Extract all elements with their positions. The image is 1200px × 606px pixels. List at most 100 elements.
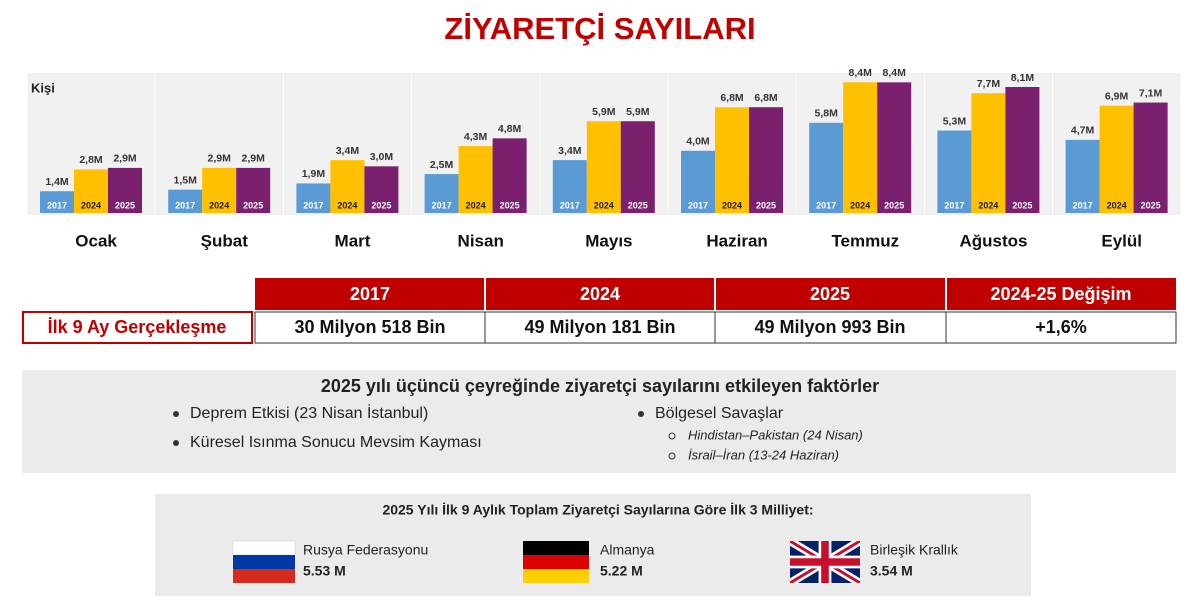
bar [74, 169, 108, 213]
value-label: 4,0M [686, 136, 710, 148]
value-label: 2,9M [208, 153, 232, 165]
factors-box: 2025 yılı üçüncü çeyreğinde ziyaretçi sa… [22, 370, 1176, 473]
x-tick-label: Mart [335, 231, 371, 250]
series-label: 2025 [115, 200, 135, 210]
nationality-value: 5.22 M [600, 563, 643, 579]
table-cell: 49 Milyon 993 Bin [754, 317, 905, 337]
series-label: 2017 [47, 200, 67, 210]
value-label: 8,4M [849, 67, 873, 79]
series-label: 2024 [1107, 200, 1127, 210]
bar [971, 93, 1006, 213]
value-label: 7,7M [977, 78, 1001, 90]
value-label: 3,0M [370, 151, 394, 163]
bar [424, 174, 459, 213]
series-label: 2024 [337, 200, 357, 210]
value-label: 5,8M [815, 108, 839, 120]
table-header: 2024 [580, 284, 620, 304]
bar [843, 82, 878, 213]
bar [809, 122, 844, 213]
series-label: 2024 [722, 200, 742, 210]
nationalities-title: 2025 Yılı İlk 9 Aylık Toplam Ziyaretçi S… [382, 502, 813, 518]
bar [492, 138, 527, 213]
bar [330, 160, 365, 213]
table-header: 2024-25 Değişim [990, 284, 1131, 304]
bar [40, 191, 74, 213]
nationalities-box: 2025 Yılı İlk 9 Aylık Toplam Ziyaretçi S… [155, 494, 1031, 596]
series-label: 2025 [756, 200, 776, 210]
flag-uk [790, 541, 860, 583]
value-label: 5,9M [592, 106, 616, 118]
value-label: 2,5M [430, 159, 454, 171]
nationality-value: 3.54 M [870, 563, 913, 579]
factor: Küresel Isınma Sonucu Mevsim Kayması [190, 434, 482, 451]
sub-factor: Hindistan–Pakistan (24 Nisan) [688, 427, 863, 442]
summary-table: 2017 2024 2025 2024-25 Değişim İlk 9 Ay … [22, 278, 1177, 344]
flag-russia [232, 540, 296, 583]
factor: Deprem Etkisi (23 Nisan İstanbul) [190, 403, 428, 422]
bar [1133, 102, 1168, 213]
value-label: 4,3M [464, 131, 488, 143]
series-label: 2024 [466, 200, 486, 210]
value-label: 2,9M [242, 153, 266, 165]
bar [202, 167, 237, 213]
bar [749, 107, 783, 213]
flag-germany [523, 541, 589, 583]
x-tick-label: Haziran [706, 231, 767, 250]
series-label: 2024 [978, 200, 998, 210]
bar [715, 107, 749, 213]
series-label: 2017 [303, 200, 323, 210]
table-cell: 30 Milyon 518 Bin [294, 317, 445, 337]
value-label: 1,9M [302, 168, 326, 180]
bar [296, 183, 331, 213]
nationality-name: Birleşik Krallık [870, 542, 959, 558]
value-label: 3,4M [336, 145, 360, 157]
series-label: 2025 [371, 200, 391, 210]
bullet [173, 411, 179, 417]
bar [1065, 139, 1100, 213]
row-label-cell [22, 311, 253, 344]
factors-title: 2025 yılı üçüncü çeyreğinde ziyaretçi sa… [321, 376, 879, 396]
series-label: 2025 [1012, 200, 1032, 210]
x-tick-label: Nisan [458, 231, 504, 250]
nationality-value: 5.53 M [303, 563, 346, 579]
series-label: 2025 [500, 200, 520, 210]
x-tick-label: Ocak [75, 231, 117, 250]
series-label: 2025 [628, 200, 648, 210]
value-label: 4,7M [1071, 125, 1095, 137]
series-label: 2017 [688, 200, 708, 210]
box-bg [155, 494, 1031, 596]
nationality-name: Almanya [600, 542, 655, 558]
table-header: 2017 [350, 284, 390, 304]
value-label: 8,4M [883, 67, 907, 79]
series-label: 2017 [1073, 200, 1093, 210]
value-label: 8,1M [1011, 72, 1035, 84]
bar [586, 121, 621, 213]
series-label: 2017 [816, 200, 836, 210]
bar [236, 167, 271, 213]
bar [877, 82, 912, 213]
row-label: İlk 9 Ay Gerçekleşme [48, 317, 227, 337]
series-label: 2024 [594, 200, 614, 210]
x-tick-label: Şubat [201, 231, 249, 250]
series-label: 2025 [1141, 200, 1161, 210]
table-cell: 49 Milyon 181 Bin [524, 317, 675, 337]
series-label: 2017 [175, 200, 195, 210]
value-label: 2,9M [113, 153, 137, 165]
series-label: 2017 [432, 200, 452, 210]
y-axis-label: Kişi [31, 80, 55, 95]
chart-title: ZİYARETÇİ SAYILARI [444, 11, 755, 46]
value-label: 7,1M [1139, 87, 1163, 99]
sub-factor: İsrail–İran (13-24 Haziran) [688, 447, 839, 462]
table-cell: +1,6% [1035, 317, 1087, 337]
series-label: 2017 [560, 200, 580, 210]
x-tick-label: Mayıs [585, 231, 632, 250]
series-label: 2024 [81, 200, 101, 210]
bar [937, 130, 972, 213]
series-label: 2024 [850, 200, 870, 210]
value-label: 5,9M [626, 106, 650, 118]
series-label: 2025 [884, 200, 904, 210]
x-tick-label: Ağustos [960, 231, 1028, 250]
bar [168, 189, 203, 213]
bar [681, 150, 715, 213]
